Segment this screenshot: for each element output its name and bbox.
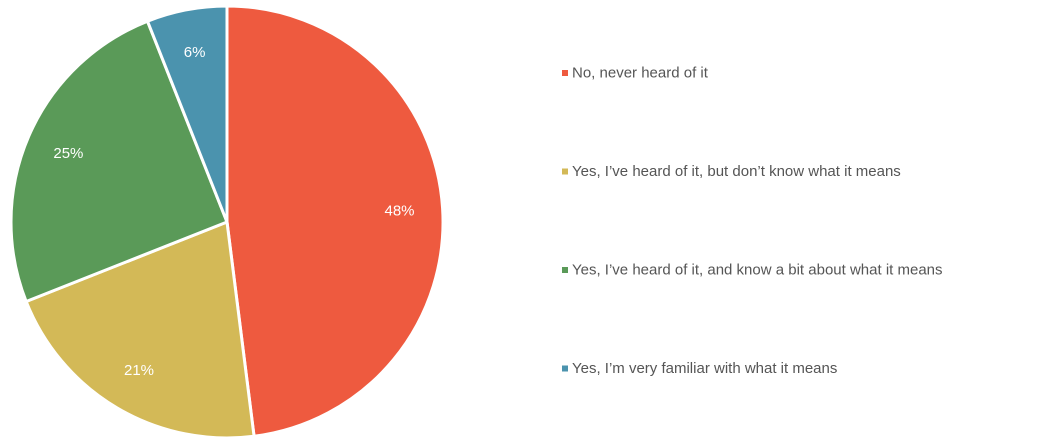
legend: No, never heard of it Yes, I’ve heard of … bbox=[562, 65, 943, 377]
legend-marker-3 bbox=[562, 267, 568, 273]
pie-slice-4 bbox=[145, 4, 229, 224]
pie-slice-3 bbox=[9, 19, 229, 304]
pie-slice-label-4: 6% bbox=[184, 44, 206, 61]
pie-slices bbox=[9, 4, 445, 438]
legend-label-3: Yes, I’ve heard of it, and know a bit ab… bbox=[572, 262, 943, 279]
legend-marker-2 bbox=[562, 168, 568, 175]
pie-slice-label-1: 48% bbox=[384, 203, 414, 220]
legend-label-4: Yes, I’m very familiar with what it mean… bbox=[572, 360, 837, 377]
pie-slice-label-2: 21% bbox=[124, 362, 154, 379]
legend-marker-4 bbox=[562, 365, 568, 372]
legend-label-2: Yes, I’ve heard of it, but don’t know wh… bbox=[572, 163, 901, 180]
pie-slice-labels: 48% 21% 25% 6% bbox=[53, 44, 414, 379]
legend-label-1: No, never heard of it bbox=[572, 65, 709, 82]
pie-slice-label-3: 25% bbox=[53, 145, 83, 162]
legend-marker-1 bbox=[562, 70, 568, 76]
pie-slice-1 bbox=[225, 4, 445, 438]
